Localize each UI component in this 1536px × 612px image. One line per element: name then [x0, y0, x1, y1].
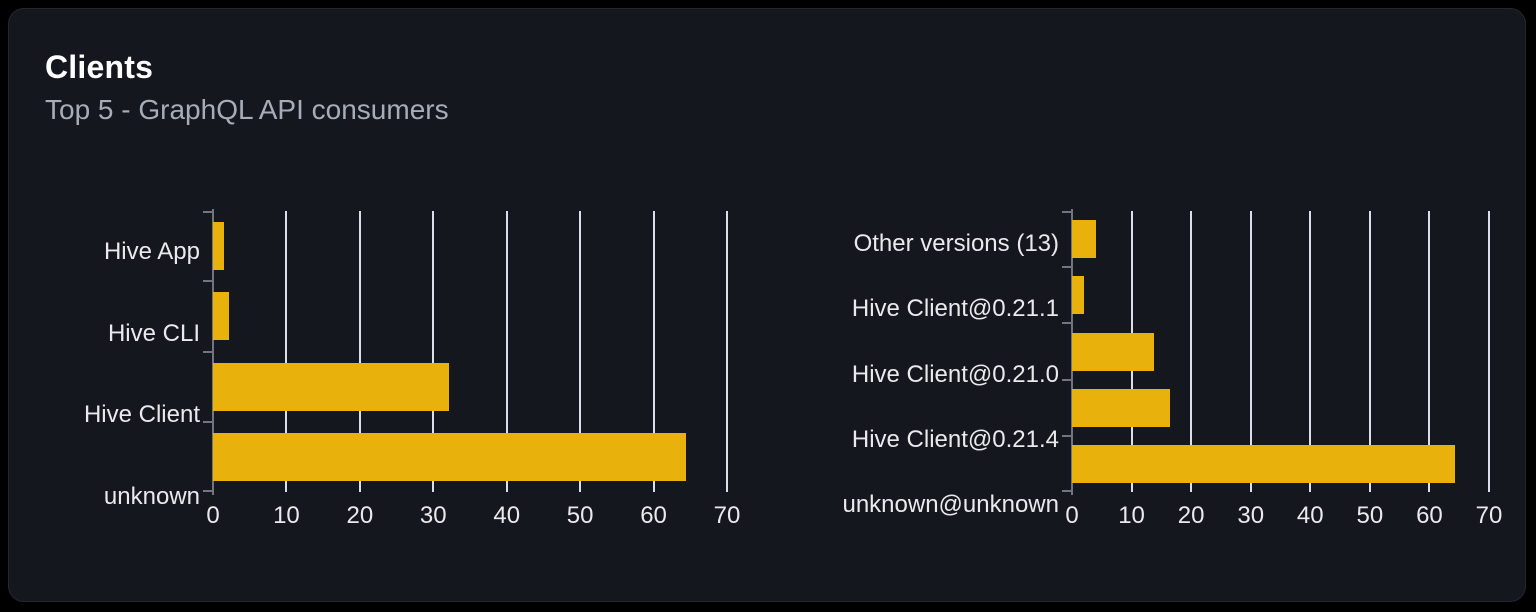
- card-title: Clients: [45, 49, 154, 85]
- category-label: Hive Client@0.21.0: [851, 360, 1059, 388]
- y-axis-tick: [203, 351, 212, 353]
- gridline: [358, 211, 361, 492]
- gridline: [432, 211, 435, 492]
- gridline: [285, 211, 288, 492]
- y-axis-tick: [203, 490, 212, 492]
- y-axis-tick: [1062, 379, 1071, 381]
- x-tick-label: 0: [1065, 502, 1079, 529]
- clients-by-name-chart: Hive App Hive CLI Hive Client unknown 0 10 20 3…: [45, 209, 740, 538]
- x-tick-label: 0: [206, 502, 220, 529]
- x-tick-label: 70: [1475, 502, 1503, 529]
- x-axis-labels: 0 10 20 30 40 50 60 70: [1065, 502, 1502, 538]
- x-tick-label: 20: [346, 502, 374, 529]
- y-axis-tick: [203, 421, 212, 423]
- x-tick-label: 40: [1296, 502, 1324, 529]
- gridline: [579, 211, 582, 492]
- category-label: Hive CLI: [107, 319, 200, 347]
- category-label: Hive App: [103, 237, 200, 265]
- bar[interactable]: [213, 292, 230, 340]
- gridline: [1428, 211, 1431, 492]
- card-subtitle: Top 5 - GraphQL API consumers: [45, 94, 449, 125]
- gridline: [652, 211, 655, 492]
- gridline: [505, 211, 508, 492]
- x-tick-label: 10: [1118, 502, 1145, 529]
- x-tick-label: 40: [493, 502, 521, 529]
- bar[interactable]: [1072, 220, 1096, 258]
- bar[interactable]: [213, 222, 224, 270]
- category-label: Hive Client@0.21.1: [851, 295, 1059, 323]
- bar[interactable]: [213, 433, 686, 481]
- plot-area: [1062, 209, 1490, 495]
- x-tick-label: 30: [1237, 502, 1265, 529]
- y-axis-tick: [1062, 322, 1071, 324]
- x-tick-label: 20: [1177, 502, 1205, 529]
- x-tick-label: 60: [640, 502, 667, 529]
- category-label: Hive Client@0.21.4: [851, 425, 1059, 453]
- clients-card: Clients Top 5 - GraphQL API consumers Hi…: [8, 8, 1526, 602]
- x-tick-label: 50: [566, 502, 594, 529]
- y-axis-tick: [1062, 490, 1071, 492]
- gridline: [1309, 211, 1312, 492]
- y-axis-tick: [1062, 266, 1071, 268]
- gridline: [1368, 211, 1371, 492]
- bar[interactable]: [1072, 276, 1084, 314]
- x-tick-label: 70: [713, 502, 741, 529]
- bar[interactable]: [213, 363, 450, 411]
- x-tick-label: 30: [419, 502, 447, 529]
- category-label: unknown: [103, 483, 200, 511]
- x-tick-label: 50: [1356, 502, 1384, 529]
- y-axis-tick: [1062, 435, 1071, 437]
- category-label: Other versions (13): [853, 229, 1059, 257]
- plot-area: [203, 209, 728, 495]
- bar[interactable]: [1072, 389, 1170, 427]
- category-label-column: Other versions (13) Hive Client@0.21.1 Hiv…: [807, 211, 1072, 538]
- gridline: [1488, 211, 1490, 492]
- category-label-column: Hive App Hive CLI Hive Client unknown: [45, 211, 213, 538]
- x-tick-label: 10: [273, 502, 300, 529]
- plot-column: 0 10 20 30 40 50 60 70: [203, 209, 740, 538]
- x-axis-labels: 0 10 20 30 40 50 60 70: [206, 502, 740, 538]
- category-label: Hive Client: [83, 401, 200, 429]
- gridline: [1190, 211, 1193, 492]
- x-tick-label: 60: [1416, 502, 1443, 529]
- y-axis-tick: [203, 280, 212, 282]
- bar[interactable]: [1072, 333, 1155, 371]
- y-axis-line: [212, 209, 214, 495]
- bar[interactable]: [1072, 445, 1456, 483]
- clients-by-version-chart: Other versions (13) Hive Client@0.21.1 Hiv…: [807, 209, 1502, 538]
- y-axis-tick: [1062, 211, 1071, 213]
- plot-column: 0 10 20 30 40 50 60 70: [1062, 209, 1502, 538]
- category-label: unknown@unknown: [842, 491, 1059, 519]
- y-axis-tick: [203, 211, 212, 213]
- gridline: [726, 211, 728, 492]
- gridline: [1249, 211, 1252, 492]
- charts-row: Hive App Hive CLI Hive Client unknown 0 10 20 3…: [45, 209, 1502, 538]
